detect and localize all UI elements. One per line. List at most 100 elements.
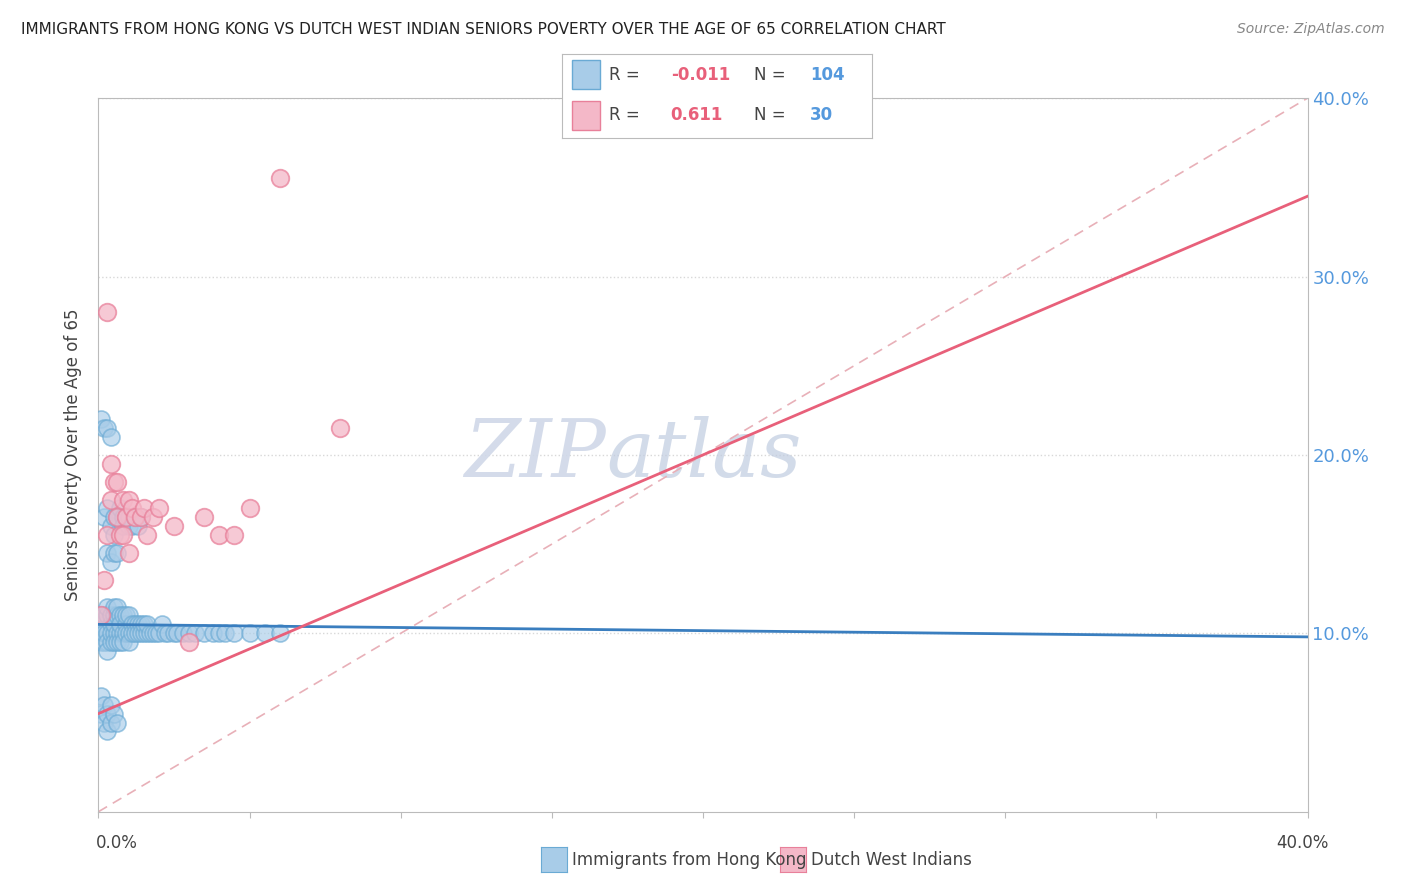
Point <box>103 546 125 560</box>
Point <box>90 617 112 632</box>
Point <box>148 626 170 640</box>
Point <box>124 510 146 524</box>
Point <box>193 510 215 524</box>
Point <box>111 635 134 649</box>
Point <box>118 626 141 640</box>
Point <box>108 501 131 516</box>
Point <box>100 492 122 507</box>
Point <box>214 626 236 640</box>
Text: atlas: atlas <box>606 417 801 493</box>
Text: IMMIGRANTS FROM HONG KONG VS DUTCH WEST INDIAN SENIORS POVERTY OVER THE AGE OF 6: IMMIGRANTS FROM HONG KONG VS DUTCH WEST … <box>21 22 946 37</box>
Point <box>105 715 128 730</box>
Point <box>208 528 231 542</box>
Point <box>121 519 143 533</box>
Text: Dutch West Indians: Dutch West Indians <box>811 851 972 869</box>
Point <box>105 599 128 614</box>
Point <box>121 501 143 516</box>
Point <box>90 608 112 623</box>
Text: -0.011: -0.011 <box>671 66 730 84</box>
Text: 40.0%: 40.0% <box>1277 834 1329 852</box>
Point <box>100 608 122 623</box>
Point <box>132 626 155 640</box>
Point <box>208 626 231 640</box>
Point <box>121 626 143 640</box>
Text: 0.611: 0.611 <box>671 105 723 123</box>
Point <box>135 528 157 542</box>
Point <box>100 715 122 730</box>
Point <box>108 626 131 640</box>
Bar <box>572 61 599 89</box>
Point <box>103 635 125 649</box>
Point <box>93 510 115 524</box>
Point <box>96 635 118 649</box>
Point <box>90 412 112 426</box>
Point <box>253 626 276 640</box>
Point <box>118 546 141 560</box>
Point <box>111 626 134 640</box>
Point <box>111 608 134 623</box>
Point <box>103 475 125 489</box>
Point <box>108 635 131 649</box>
Point <box>193 626 215 640</box>
Point <box>269 171 291 186</box>
Point <box>124 626 146 640</box>
Point <box>103 608 125 623</box>
Point <box>114 608 136 623</box>
Point <box>103 528 125 542</box>
Text: 30: 30 <box>810 105 832 123</box>
Text: 0.0%: 0.0% <box>96 834 138 852</box>
Point <box>96 724 118 739</box>
Text: 104: 104 <box>810 66 845 84</box>
Point <box>129 626 152 640</box>
Point <box>135 617 157 632</box>
Point <box>145 626 167 640</box>
Point <box>111 528 134 542</box>
Point <box>96 305 118 319</box>
Point <box>100 430 122 444</box>
Point <box>202 626 225 640</box>
Point <box>100 617 122 632</box>
Text: Source: ZipAtlas.com: Source: ZipAtlas.com <box>1237 22 1385 37</box>
Point <box>166 626 188 640</box>
Point <box>96 421 118 435</box>
Point <box>139 626 162 640</box>
Point <box>124 617 146 632</box>
Point <box>93 573 115 587</box>
Point <box>135 626 157 640</box>
Point <box>127 617 149 632</box>
Point <box>96 608 118 623</box>
Point <box>118 608 141 623</box>
Point <box>150 617 173 632</box>
Point <box>96 599 118 614</box>
Point <box>111 519 134 533</box>
Point <box>103 706 125 721</box>
Point <box>121 617 143 632</box>
Point <box>96 501 118 516</box>
Point <box>103 599 125 614</box>
Point <box>118 635 141 649</box>
Point <box>179 626 201 640</box>
Point <box>90 689 112 703</box>
Point <box>329 421 352 435</box>
Point <box>129 510 152 524</box>
Point <box>90 706 112 721</box>
Point <box>111 510 134 524</box>
Point <box>239 626 262 640</box>
Point <box>105 626 128 640</box>
Point <box>105 608 128 623</box>
Point <box>105 475 128 489</box>
Point <box>105 635 128 649</box>
Point <box>100 698 122 712</box>
Bar <box>572 101 599 130</box>
Point <box>93 698 115 712</box>
Point <box>93 421 115 435</box>
Text: Immigrants from Hong Kong: Immigrants from Hong Kong <box>572 851 807 869</box>
Point <box>96 706 118 721</box>
Point <box>129 510 152 524</box>
Point <box>124 510 146 524</box>
Point <box>129 617 152 632</box>
Point <box>105 546 128 560</box>
Point <box>132 617 155 632</box>
Point <box>114 510 136 524</box>
Point <box>96 546 118 560</box>
